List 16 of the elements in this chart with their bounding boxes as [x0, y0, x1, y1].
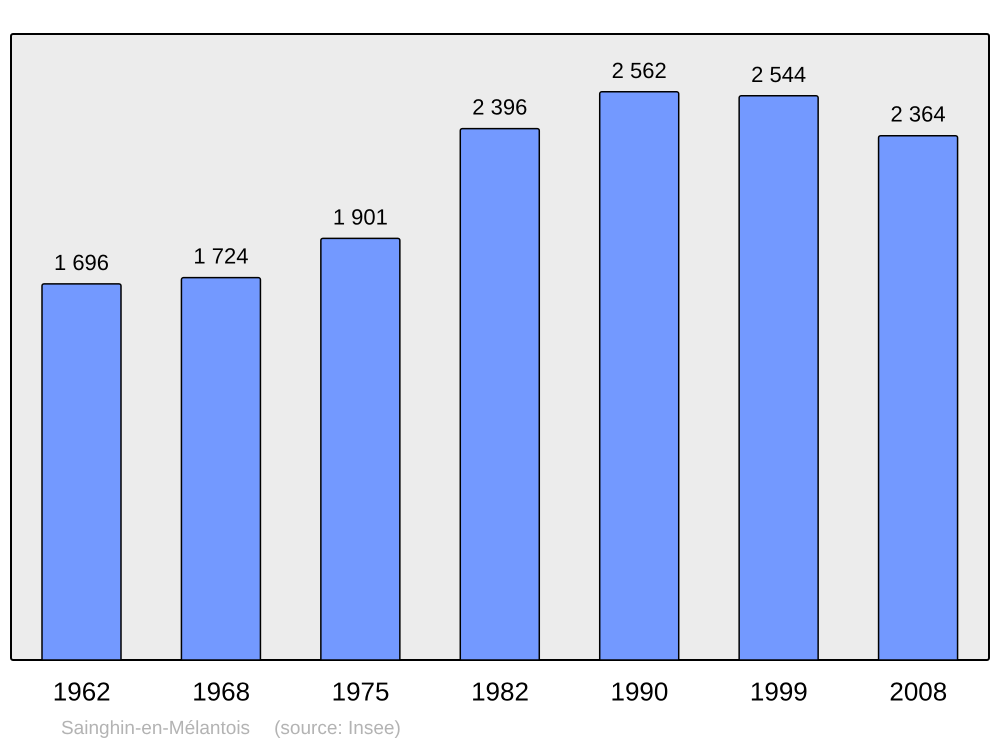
text: Sainghin-en-Mélantois — [61, 718, 250, 739]
x-tick-label: 1975 — [332, 676, 390, 706]
data-label: 2 396 — [472, 94, 528, 120]
x-tick-label: 2008 — [889, 676, 948, 706]
data-label: 2 562 — [612, 58, 667, 83]
data-label: 1 901 — [332, 204, 388, 230]
x-tick-label: 1999 — [750, 676, 808, 706]
x-tick-label: 1962 — [52, 676, 111, 706]
x-tick-label: 1968 — [192, 676, 250, 706]
data-label: 1 724 — [193, 244, 248, 269]
x-tick-label: 1990 — [610, 676, 668, 706]
data-label: 2 364 — [890, 102, 946, 127]
data-label: 2 544 — [751, 62, 806, 87]
text: (source: Insee) — [274, 718, 401, 739]
x-tick-label: 1982 — [471, 676, 529, 706]
data-label: 1 696 — [54, 250, 110, 275]
